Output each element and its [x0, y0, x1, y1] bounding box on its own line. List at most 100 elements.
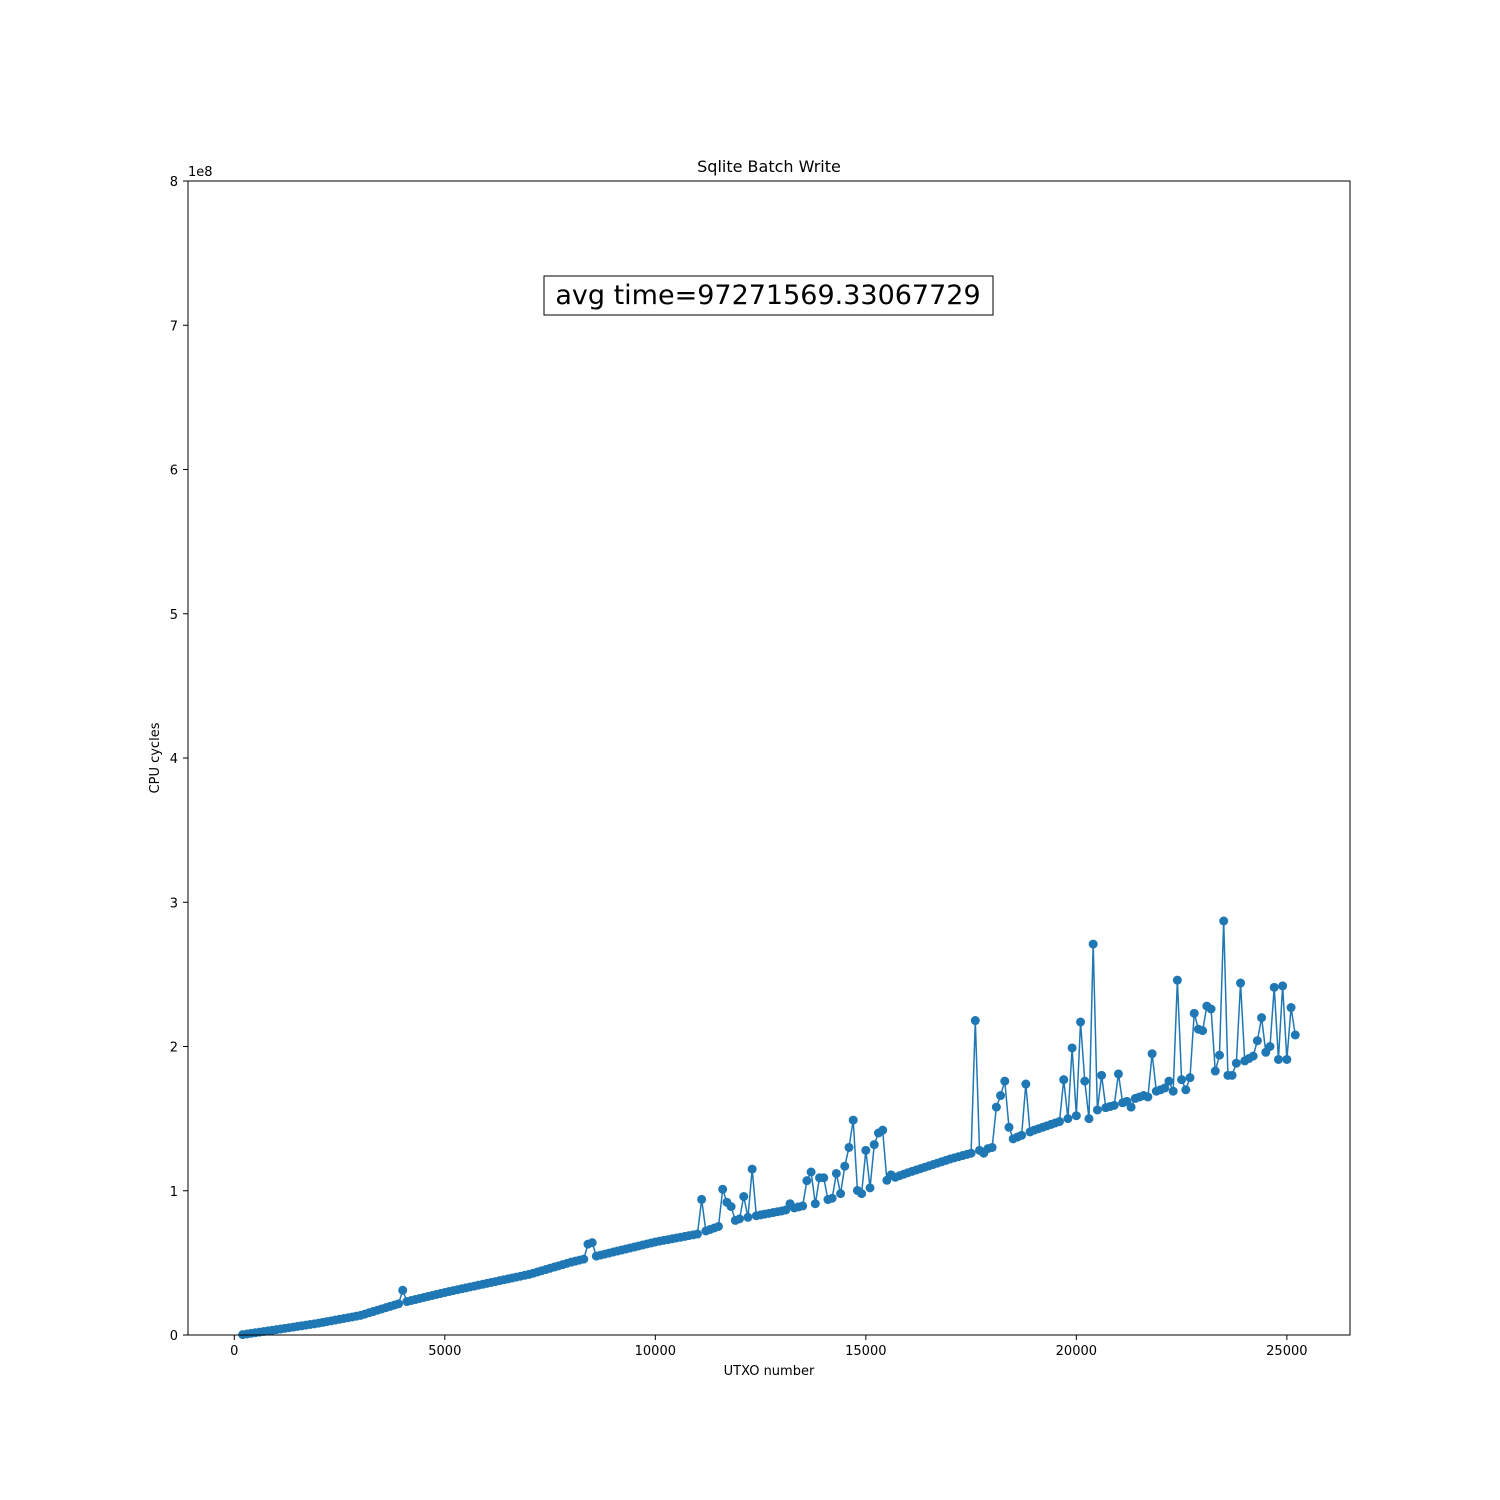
y-tick-label: 6: [170, 464, 178, 479]
data-point: [831, 1168, 841, 1178]
y-tick-label: 3: [170, 896, 178, 911]
x-axis-title: UTXO number: [724, 1364, 815, 1379]
data-point: [1248, 1051, 1258, 1061]
data-point: [1143, 1092, 1153, 1102]
data-point: [1282, 1054, 1292, 1064]
data-point: [991, 1102, 1001, 1112]
annotation-box: [543, 275, 994, 316]
x-axis: 0 5000 10000 15000 20000 25000: [230, 1335, 1308, 1359]
x-tick-label: 15000: [845, 1344, 886, 1359]
data-point: [1219, 916, 1229, 926]
x-tick-label: 5000: [428, 1344, 461, 1359]
data-point: [1168, 1086, 1178, 1096]
data-point: [394, 1299, 404, 1309]
data-point: [1084, 1114, 1094, 1124]
y-tick-label: 7: [170, 319, 178, 334]
x-tick-label: 0: [230, 1344, 238, 1359]
y-tick-label: 8: [170, 175, 178, 190]
data-point: [798, 1201, 808, 1211]
data-point: [1265, 1042, 1275, 1051]
data-point: [1113, 1069, 1123, 1079]
data-point: [1055, 1117, 1064, 1127]
data-point: [1059, 1075, 1069, 1085]
data-point: [398, 1285, 408, 1295]
data-point: [869, 1140, 879, 1150]
x-tick-label: 10000: [635, 1344, 676, 1359]
data-point: [1021, 1079, 1031, 1089]
data-point: [802, 1176, 812, 1186]
data-point: [718, 1184, 728, 1194]
data-point: [844, 1142, 854, 1152]
y-tick-label: 4: [170, 752, 178, 767]
data-point: [1214, 1050, 1224, 1060]
data-point: [713, 1221, 723, 1231]
plot-area: [238, 916, 1300, 1340]
data-point: [1210, 1066, 1220, 1076]
data-point: [861, 1145, 871, 1155]
data-point: [1231, 1058, 1241, 1068]
data-point: [970, 1016, 980, 1026]
x-tick-label: 20000: [1056, 1344, 1097, 1359]
data-point: [1080, 1076, 1090, 1086]
data-point: [1071, 1111, 1081, 1121]
data-point: [857, 1189, 867, 1199]
data-point: [1177, 1075, 1187, 1085]
data-point: [1185, 1073, 1195, 1083]
data-point: [1252, 1036, 1262, 1046]
data-point: [1257, 1013, 1267, 1023]
annotation-text: avg time=97271569.33067729: [555, 280, 980, 311]
y-axis-multiplier: 1e8: [188, 165, 213, 180]
data-point: [1109, 1100, 1119, 1110]
data-point: [840, 1161, 850, 1171]
x-tick-label: 25000: [1266, 1344, 1307, 1359]
data-point: [747, 1164, 757, 1174]
y-axis-title: CPU cycles: [148, 722, 163, 793]
data-point: [697, 1194, 707, 1204]
data-point: [810, 1199, 820, 1209]
data-point: [966, 1148, 976, 1158]
data-point: [1017, 1130, 1027, 1140]
data-point: [1278, 981, 1288, 991]
data-point: [1286, 1003, 1296, 1013]
data-point: [1189, 1008, 1199, 1018]
data-point: [836, 1189, 846, 1199]
y-axis: 0 1 2 3 4 5 6 7 8: [170, 175, 188, 1344]
data-point: [1092, 1105, 1102, 1115]
data-point: [1164, 1076, 1174, 1086]
data-point: [987, 1142, 997, 1152]
data-point: [1000, 1076, 1010, 1086]
data-point: [1160, 1083, 1170, 1093]
data-point: [1097, 1070, 1107, 1080]
data-point: [739, 1192, 749, 1202]
avg-time-annotation: avg time=97271569.33067729: [543, 275, 994, 316]
data-point: [579, 1254, 589, 1264]
y-tick-label: 1: [170, 1185, 178, 1200]
data-point: [1172, 975, 1182, 985]
data-point: [1004, 1122, 1014, 1132]
data-point: [996, 1091, 1006, 1101]
data-point: [1206, 1004, 1216, 1014]
y-tick-label: 0: [170, 1329, 178, 1344]
data-point: [726, 1202, 736, 1212]
data-point: [878, 1125, 888, 1135]
data-point: [806, 1167, 816, 1177]
data-point: [827, 1193, 837, 1203]
data-point: [587, 1238, 597, 1248]
data-point: [1126, 1102, 1136, 1112]
data-point: [1290, 1030, 1300, 1040]
data-point: [819, 1173, 829, 1183]
data-point: [865, 1183, 875, 1193]
data-point: [1236, 978, 1246, 988]
y-tick-label: 2: [170, 1041, 178, 1056]
data-point: [1273, 1054, 1283, 1064]
data-point: [1063, 1114, 1073, 1124]
data-point: [1269, 982, 1279, 992]
data-point: [1088, 939, 1098, 949]
data-point: [1067, 1043, 1077, 1053]
data-point: [692, 1229, 702, 1239]
chart-title: Sqlite Batch Write: [697, 157, 841, 176]
data-point: [1198, 1026, 1208, 1036]
data-point: [1181, 1085, 1191, 1095]
